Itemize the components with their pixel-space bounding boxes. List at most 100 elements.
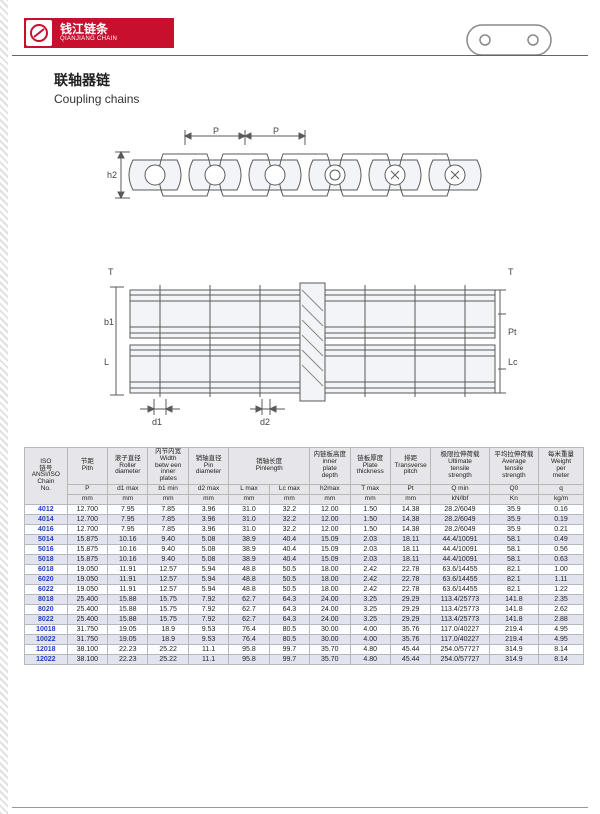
cell: 28.2/6049	[431, 504, 489, 514]
cell: 58.1	[489, 534, 538, 544]
cell: 48.8	[229, 564, 269, 574]
cell: 25.22	[148, 644, 188, 654]
table-row: 501415.87510.169.405.0838.940.415.092.03…	[25, 534, 584, 544]
cell: 1.50	[350, 504, 390, 514]
cell: 3.96	[188, 524, 228, 534]
cell: 1.50	[350, 514, 390, 524]
cell: 254.0/57727	[431, 644, 489, 654]
table-row: 1001831.75019.0518.99.5376.480.530.004.0…	[25, 624, 584, 634]
cell: 5.94	[188, 584, 228, 594]
cell: 24.00	[310, 594, 350, 604]
cell: 35.76	[390, 634, 430, 644]
brand-cn: 钱江链条	[60, 23, 117, 36]
cell: 64.3	[269, 614, 309, 624]
cell: 8.14	[539, 644, 584, 654]
cell: 12.57	[148, 584, 188, 594]
cell: 76.4	[229, 634, 269, 644]
cell: 2.35	[539, 594, 584, 604]
svg-text:Lc: Lc	[508, 357, 518, 367]
cell: 9.53	[188, 634, 228, 644]
th: 节距Pith	[67, 448, 107, 485]
cell: 7.85	[148, 524, 188, 534]
cell: 63.6/14455	[431, 584, 489, 594]
th: d1 max	[108, 485, 148, 495]
cell: 314.9	[489, 644, 538, 654]
th: L max	[229, 485, 269, 495]
cell: 19.050	[67, 574, 107, 584]
cell: 40.4	[269, 544, 309, 554]
th: 每米重量Weightpermeter	[539, 448, 584, 485]
cell: 314.9	[489, 654, 538, 664]
cell: 2.03	[350, 544, 390, 554]
cell: 48.8	[229, 574, 269, 584]
th: Pt	[390, 485, 430, 495]
cell: 22.78	[390, 564, 430, 574]
cell: 24.00	[310, 614, 350, 624]
cell: 99.7	[269, 644, 309, 654]
cell: 25.400	[67, 604, 107, 614]
cell: 30.00	[310, 624, 350, 634]
cell: 15.09	[310, 544, 350, 554]
table-row: 501615.87510.169.405.0838.940.415.092.03…	[25, 544, 584, 554]
th: mm	[350, 494, 390, 504]
svg-text:L: L	[104, 357, 109, 367]
cell: 4.80	[350, 644, 390, 654]
table-row: 1202238.10022.2325.2211.195.899.735.704.…	[25, 654, 584, 664]
th: 平均拉伸荷载Averagetensilestrength	[489, 448, 538, 485]
cell: 5018	[25, 554, 68, 564]
cell: 0.16	[539, 504, 584, 514]
cell: 9.53	[188, 624, 228, 634]
cell: 113.4/25773	[431, 594, 489, 604]
cell: 8.14	[539, 654, 584, 664]
tech-diagram: P P h2	[90, 110, 520, 435]
cell: 18.9	[148, 634, 188, 644]
cell: 2.42	[350, 564, 390, 574]
cell: 9.40	[148, 554, 188, 564]
cell: 4016	[25, 524, 68, 534]
cell: 19.050	[67, 564, 107, 574]
cell: 44.4/10091	[431, 554, 489, 564]
cell: 5.08	[188, 554, 228, 564]
cell: 38.100	[67, 654, 107, 664]
cell: 3.96	[188, 514, 228, 524]
cell: 10.16	[108, 544, 148, 554]
th: ISO链号ANSI/ISOChainNo.	[25, 448, 68, 505]
cell: 8018	[25, 594, 68, 604]
table-row: 501815.87510.169.405.0838.940.415.092.03…	[25, 554, 584, 564]
cell: 12.57	[148, 564, 188, 574]
table-row: 601819.05011.9112.575.9448.850.518.002.4…	[25, 564, 584, 574]
th: mm	[269, 494, 309, 504]
cell: 63.6/14455	[431, 564, 489, 574]
cell: 12022	[25, 654, 68, 664]
cell: 2.88	[539, 614, 584, 624]
table-row: 401212.7007.957.853.9631.032.212.001.501…	[25, 504, 584, 514]
cell: 18.00	[310, 564, 350, 574]
cell: 22.23	[108, 644, 148, 654]
cell: 5016	[25, 544, 68, 554]
cell: 31.0	[229, 524, 269, 534]
th: 内节内宽Widthbetw eeninnerplates	[148, 448, 188, 485]
cell: 25.22	[148, 654, 188, 664]
cell: 4.00	[350, 634, 390, 644]
th: d2 max	[188, 485, 228, 495]
cell: 113.4/25773	[431, 604, 489, 614]
cell: 35.9	[489, 504, 538, 514]
cell: 15.09	[310, 534, 350, 544]
cell: 35.9	[489, 524, 538, 534]
cell: 38.100	[67, 644, 107, 654]
brand-logo	[26, 20, 52, 46]
cell: 1.00	[539, 564, 584, 574]
cell: 48.8	[229, 584, 269, 594]
th: b1 min	[148, 485, 188, 495]
cell: 50.5	[269, 584, 309, 594]
th: mm	[67, 494, 107, 504]
cell: 9.40	[148, 544, 188, 554]
cell: 5.94	[188, 574, 228, 584]
table-row: 602019.05011.9112.575.9448.850.518.002.4…	[25, 574, 584, 584]
cell: 18.11	[390, 544, 430, 554]
table-row: 801825.40015.8815.757.9262.764.324.003.2…	[25, 594, 584, 604]
th: 内链板高度innerplatedepth	[310, 448, 350, 485]
th: Lc max	[269, 485, 309, 495]
cell: 99.7	[269, 654, 309, 664]
cell: 5.08	[188, 534, 228, 544]
